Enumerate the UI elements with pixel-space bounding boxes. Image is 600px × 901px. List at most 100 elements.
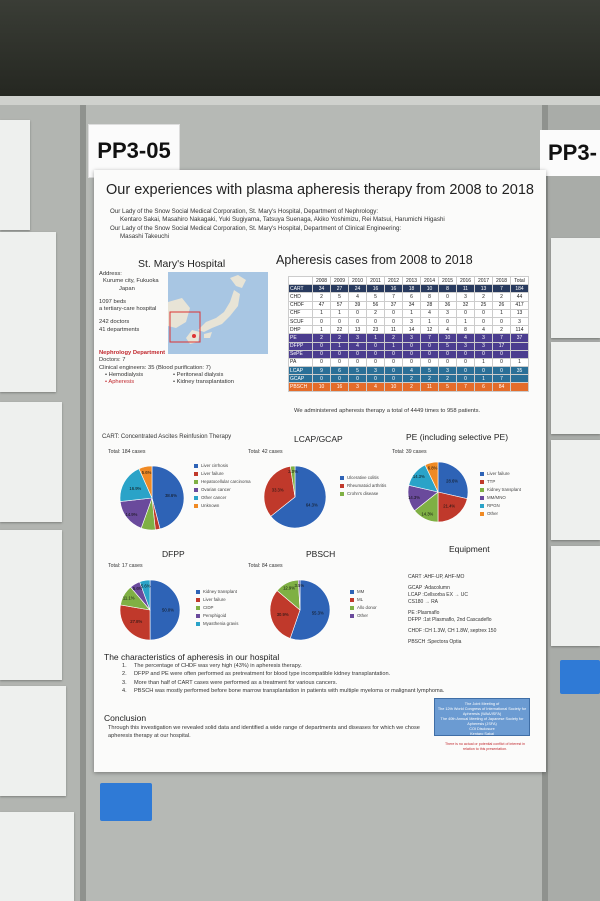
table-cell: 3 [510, 316, 529, 327]
legend-item: Myasthenia gravis [196, 620, 238, 628]
year-header: 2011 [366, 275, 385, 286]
legend-label: Liver failure [201, 471, 224, 476]
table-cell: 1 [510, 357, 529, 368]
table-cell: 0 [402, 341, 421, 351]
equipment-line: PBSCH :Spectora Optia [408, 639, 462, 645]
table-cell: 5 [366, 292, 385, 302]
table-cell: 4 [402, 366, 421, 376]
table-cell: 4 [420, 308, 439, 318]
table-cell: 0 [492, 366, 511, 376]
side-poster-right [551, 546, 600, 646]
brochure-tray [560, 660, 600, 694]
pie-data-label: 11.1% [123, 595, 135, 600]
table-cell: 0 [402, 357, 421, 368]
side-poster-left [0, 232, 56, 392]
table-cell: 26 [492, 300, 511, 310]
table-cell: 0 [330, 357, 349, 368]
pbsch-total: Total: 84 cases [248, 563, 283, 569]
table-cell [510, 341, 529, 351]
address-line: Kurume city, Fukuoka [103, 278, 159, 285]
pie-data-label: 21.4% [443, 504, 455, 509]
pie-slice [149, 579, 181, 641]
department-heading: Nephrology Department [99, 350, 269, 357]
table-cell: 3 [348, 382, 367, 392]
lcap-pie-chart: 64.3% 33.3% 2.0% [263, 465, 327, 529]
legend-swatch [480, 480, 484, 484]
table-cell: 3 [366, 366, 385, 376]
legend-swatch [196, 622, 200, 626]
legend-item: TTP [480, 478, 521, 486]
table-cell: 5 [438, 341, 457, 351]
apheresis-title: Apheresis cases from 2008 to 2018 [276, 253, 473, 267]
pie-data-label: 30.9% [277, 612, 289, 617]
legend-item: Rheumatoid arthritis [340, 482, 386, 490]
table-cell: 0 [456, 357, 475, 368]
table-cell: 0 [492, 349, 511, 359]
table-cell: 7 [420, 333, 439, 343]
legend-label: Crohn's disease [347, 491, 379, 496]
table-cell: 36 [438, 300, 457, 310]
pie-slice [269, 590, 301, 639]
legend-label: Pemphigoid [203, 613, 227, 618]
equipment-line: PE :Plasmaflo [408, 610, 440, 616]
pie-data-label: 33.3% [272, 488, 284, 493]
table-cell: 3 [474, 333, 493, 343]
pie-slice [139, 579, 151, 611]
legend-item: Hepatocellular carcinoma [194, 478, 251, 486]
table-cell: 0 [474, 349, 493, 359]
table-cell: 2 [438, 374, 457, 384]
table-cell: 1 [492, 308, 511, 318]
pie-data-label: 6.8% [428, 466, 438, 471]
pbsch-legend: MM ML Allo donor Other [350, 588, 377, 620]
legend-item: Liver failure [194, 470, 251, 478]
authors-block: Our Lady of the Snow Social Medical Corp… [110, 208, 445, 242]
table-cell: 0 [438, 357, 457, 368]
pie-slice [119, 604, 151, 641]
pie-slice [263, 466, 296, 517]
table-cell: 16 [366, 284, 385, 294]
lcap-legend: Ulcerative colitis Rheumatoid arthritis Cr… [340, 474, 386, 498]
table-cell: 0 [384, 366, 403, 376]
pie-data-label: 14.3% [408, 495, 420, 500]
table-cell: 0 [366, 349, 385, 359]
equipment-line: LCAP :Cellsorba EX → UC [408, 592, 468, 598]
table-cell: 0 [348, 349, 367, 359]
legend-label: Unknown [201, 503, 220, 508]
row-label: CART [288, 284, 313, 294]
legend-swatch [340, 476, 344, 480]
table-row: SCUF 0 0 0 0 0 3 1 0 1 0 0 3 [288, 316, 529, 327]
info-line: COI Disclosure [469, 727, 495, 731]
author-line: Our Lady of the Snow Social Medical Corp… [110, 208, 379, 215]
row-label: PE [288, 333, 313, 343]
dfpp-pie-chart: 50.0% 27.8% 11.1% 5.6%5.6% [119, 579, 181, 641]
row-label: SePE [288, 349, 313, 359]
legend-item: Liver failure [480, 470, 521, 478]
background-wall [0, 0, 600, 105]
row-label: CHD [288, 292, 313, 302]
service-item: • Hemodialysis [105, 371, 144, 378]
table-cell: 56 [366, 300, 385, 310]
pie-data-label: 50.0% [162, 607, 174, 612]
table-cell: 6 [402, 292, 421, 302]
legend-swatch [480, 512, 484, 516]
table-cell: 7 [492, 374, 511, 384]
table-row: DHP 1 22 13 23 11 14 12 4 8 4 2 114 [288, 325, 529, 335]
table-cell: 3 [438, 308, 457, 318]
table-cell [510, 382, 529, 392]
table-cell: 39 [348, 300, 367, 310]
table-cell: 0 [474, 316, 493, 327]
legend-swatch [194, 480, 198, 484]
nephrology-info: Nephrology Department Doctors: 7 Clinica… [99, 350, 269, 386]
info-line: Apheresis (JSFA) [467, 722, 497, 726]
pe-legend: Liver failure TTP Kidney transplant MM/MNO R… [480, 470, 521, 518]
table-cell: 0 [384, 357, 403, 368]
lcap-total: Total: 42 cases [248, 449, 283, 455]
row-label: DFPP [288, 341, 313, 351]
legend-swatch [480, 472, 484, 476]
pie-data-label: 27.8% [130, 619, 142, 624]
equipment-line: GCAP :Adacolumn [408, 585, 450, 591]
legend-label: CIDP [203, 605, 214, 610]
legend-label: Liver cirrhosis [201, 463, 229, 468]
pie-data-label: 5.6% [141, 583, 151, 588]
table-cell: 0 [492, 357, 511, 368]
